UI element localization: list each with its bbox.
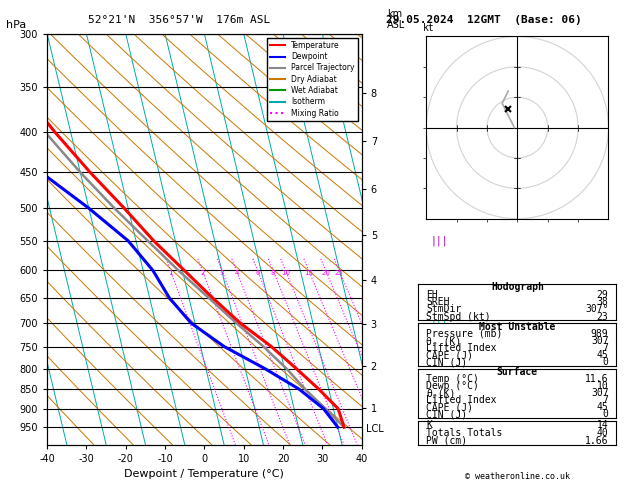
Text: StmDir: StmDir <box>426 304 462 314</box>
Text: StmSpd (kt): StmSpd (kt) <box>426 312 491 322</box>
Text: CAPE (J): CAPE (J) <box>426 350 473 360</box>
Text: CIN (J): CIN (J) <box>426 409 467 419</box>
Text: 7: 7 <box>603 343 608 353</box>
Text: SREH: SREH <box>426 297 450 307</box>
Text: 307: 307 <box>591 388 608 399</box>
Text: 307°: 307° <box>585 304 608 314</box>
Text: CIN (J): CIN (J) <box>426 357 467 367</box>
Text: 2: 2 <box>200 270 204 277</box>
Text: |||: ||| <box>431 124 448 135</box>
Text: 29: 29 <box>597 290 608 300</box>
Text: EH: EH <box>426 290 438 300</box>
Text: 20: 20 <box>321 270 330 277</box>
Text: 4: 4 <box>234 270 238 277</box>
Text: 29.05.2024  12GMT  (Base: 06): 29.05.2024 12GMT (Base: 06) <box>386 15 582 25</box>
Text: θₑ(K): θₑ(K) <box>426 388 455 399</box>
Text: 1.66: 1.66 <box>585 436 608 446</box>
Text: hPa: hPa <box>6 20 26 30</box>
Text: LCL: LCL <box>366 424 384 434</box>
Text: |||: ||| <box>431 369 448 380</box>
Text: Lifted Index: Lifted Index <box>426 396 497 405</box>
Text: kt: kt <box>423 23 435 33</box>
Text: 25: 25 <box>335 270 343 277</box>
Text: Surface: Surface <box>497 367 538 378</box>
Text: Temp (°C): Temp (°C) <box>426 374 479 384</box>
Text: |||: ||| <box>431 236 448 246</box>
Text: 11.6: 11.6 <box>585 374 608 384</box>
Text: |||: ||| <box>431 315 448 326</box>
Text: km
ASL: km ASL <box>387 9 405 30</box>
Text: 10: 10 <box>597 382 608 391</box>
Text: 14: 14 <box>597 420 608 430</box>
Text: Most Unstable: Most Unstable <box>479 322 555 332</box>
Text: Lifted Index: Lifted Index <box>426 343 497 353</box>
Text: 15: 15 <box>304 270 313 277</box>
X-axis label: Dewpoint / Temperature (°C): Dewpoint / Temperature (°C) <box>125 469 284 479</box>
Text: K: K <box>426 420 432 430</box>
Text: 6: 6 <box>255 270 260 277</box>
Text: 0: 0 <box>603 357 608 367</box>
Text: 23: 23 <box>597 312 608 322</box>
Text: Pressure (mb): Pressure (mb) <box>426 329 503 339</box>
Text: 45: 45 <box>597 402 608 413</box>
Text: 7: 7 <box>603 396 608 405</box>
Text: 989: 989 <box>591 329 608 339</box>
Text: 10: 10 <box>281 270 290 277</box>
Text: 0: 0 <box>603 409 608 419</box>
Text: 52°21'N  356°57'W  176m ASL: 52°21'N 356°57'W 176m ASL <box>88 15 270 25</box>
Text: © weatheronline.co.uk: © weatheronline.co.uk <box>465 472 570 481</box>
Text: 8: 8 <box>271 270 276 277</box>
Text: |||: ||| <box>431 389 448 399</box>
Text: 45: 45 <box>597 350 608 360</box>
Text: 1: 1 <box>168 270 172 277</box>
Legend: Temperature, Dewpoint, Parcel Trajectory, Dry Adiabat, Wet Adiabat, Isotherm, Mi: Temperature, Dewpoint, Parcel Trajectory… <box>267 38 358 121</box>
Text: Hodograph: Hodograph <box>491 282 544 293</box>
Text: Totals Totals: Totals Totals <box>426 428 503 438</box>
Text: CAPE (J): CAPE (J) <box>426 402 473 413</box>
Text: 38: 38 <box>597 297 608 307</box>
Text: θₑ (K): θₑ (K) <box>426 336 462 346</box>
Text: 40: 40 <box>597 428 608 438</box>
Text: 3: 3 <box>220 270 224 277</box>
Text: Dewp (°C): Dewp (°C) <box>426 382 479 391</box>
Text: PW (cm): PW (cm) <box>426 436 467 446</box>
Text: 307: 307 <box>591 336 608 346</box>
Text: |||: ||| <box>431 423 448 433</box>
